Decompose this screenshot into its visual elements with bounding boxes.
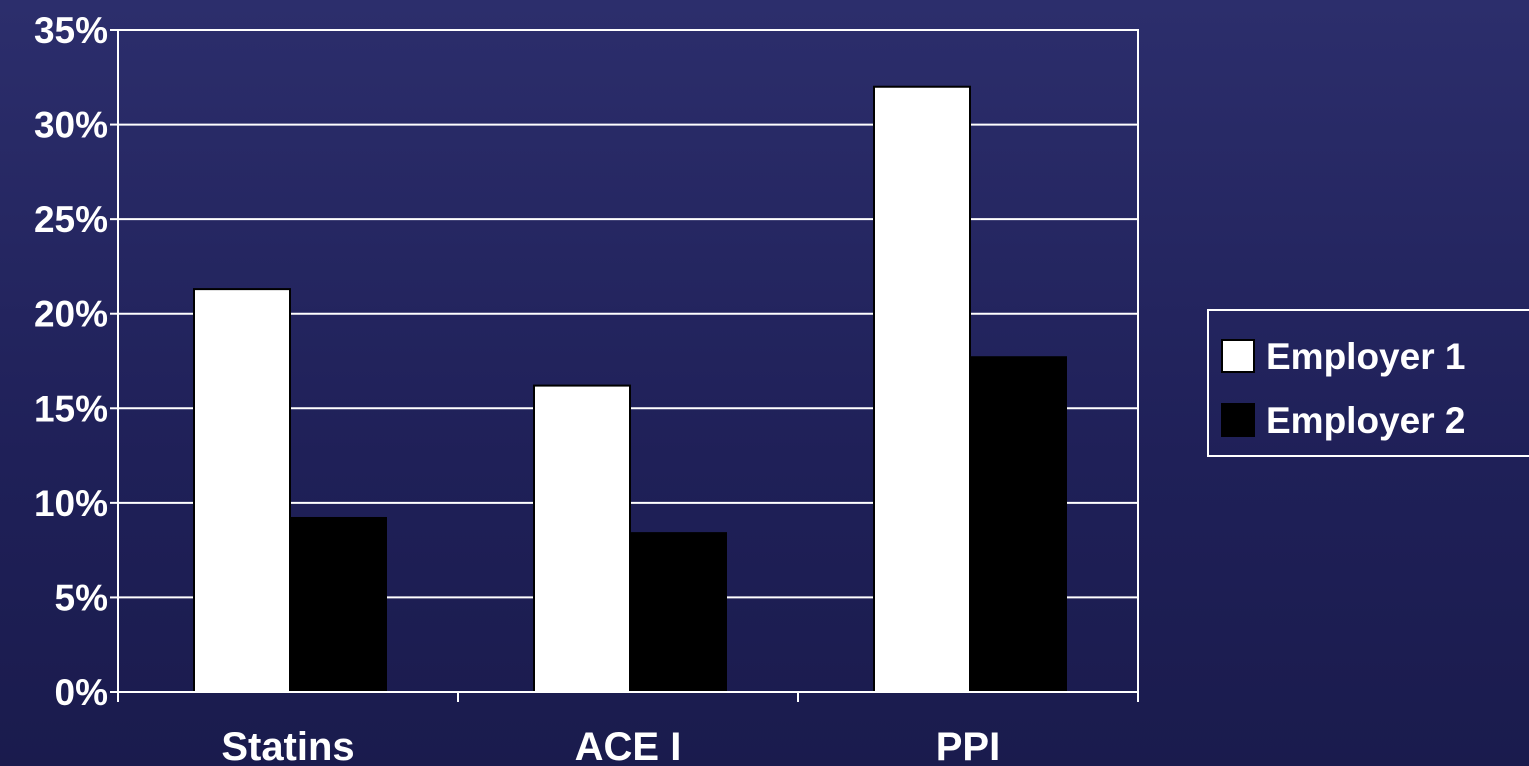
- bar-ppi-employer-2: [969, 356, 1067, 693]
- bar-statins-employer-2: [289, 516, 387, 694]
- y-tick-label: 0%: [55, 672, 108, 713]
- axes: [110, 29, 1139, 702]
- bar-ppi-employer-1: [873, 85, 971, 693]
- x-tick-label: ACE I: [575, 725, 682, 766]
- y-tick-label: 25%: [34, 199, 108, 240]
- y-tick-label: 35%: [34, 10, 108, 51]
- bar-ace-i-employer-2: [629, 532, 727, 693]
- x-tick-label: Statins: [221, 725, 354, 766]
- y-tick-label: 10%: [34, 483, 108, 524]
- legend-label-employer-1: Employer 1: [1266, 336, 1465, 377]
- y-tick-label: 20%: [34, 294, 108, 335]
- legend-swatch-employer-1: [1221, 339, 1255, 373]
- legend-swatch-employer-2: [1221, 403, 1255, 437]
- x-tick-label: PPI: [936, 725, 1000, 766]
- y-tick-label: 5%: [55, 577, 108, 618]
- bar-ace-i-employer-1: [533, 384, 631, 693]
- y-tick-label: 15%: [34, 388, 108, 429]
- legend-box: [1207, 309, 1529, 457]
- y-tick-labels: 0% 5% 10% 15% 20% 25% 30% 35%: [34, 10, 108, 713]
- bars: [193, 85, 1067, 694]
- legend: Employer 1 Employer 2: [1207, 309, 1529, 457]
- y-tick-label: 30%: [34, 105, 108, 146]
- bar-statins-employer-1: [193, 288, 291, 693]
- category-labels: Statins ACE I PPI: [221, 725, 1000, 766]
- legend-label-employer-2: Employer 2: [1266, 400, 1465, 441]
